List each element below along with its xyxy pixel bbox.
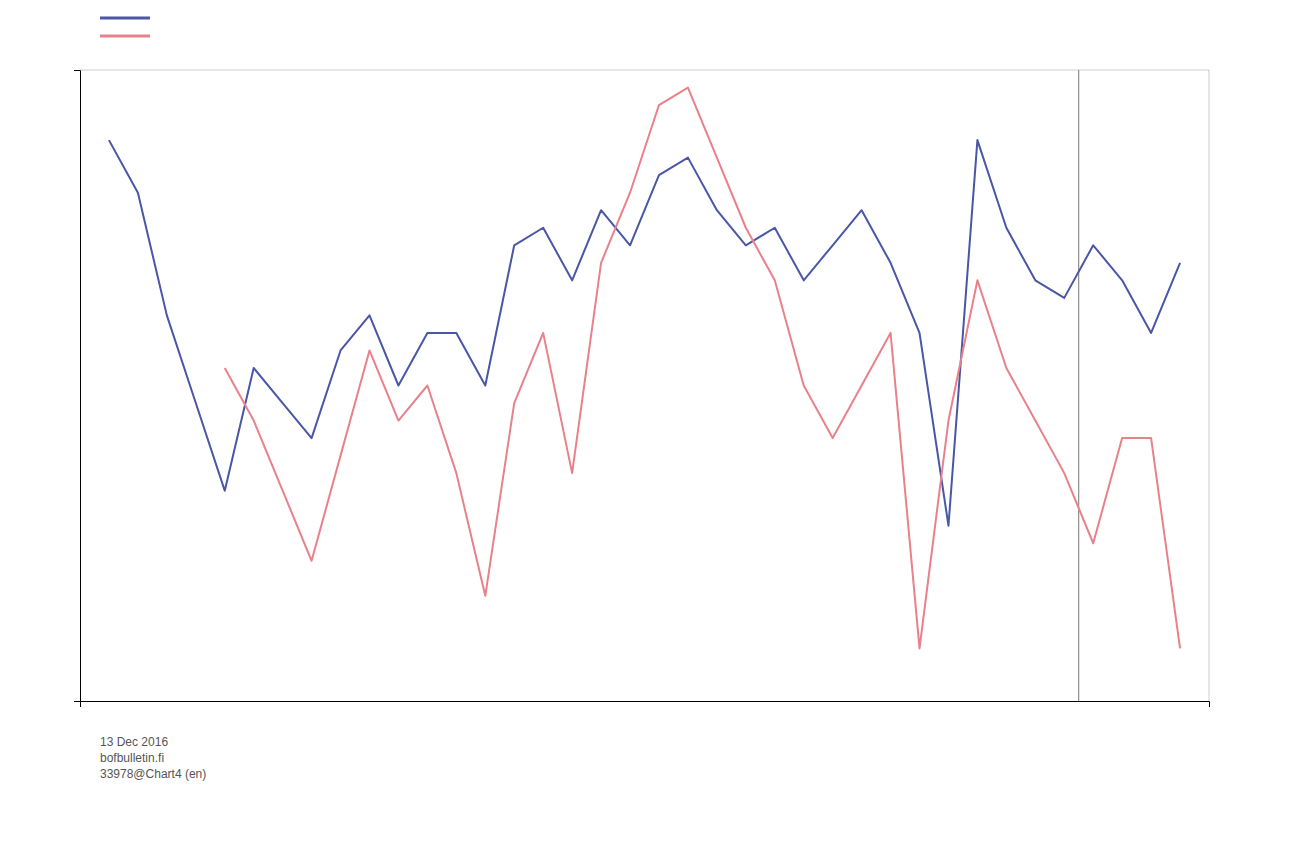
marks: [109, 70, 1180, 701]
legend-swatch: [100, 35, 150, 38]
axis-line: [74, 71, 81, 702]
footnote-line: 33978@Chart4 (en): [100, 767, 206, 781]
frame: [1209, 70, 1210, 701]
vertical-line: [1078, 70, 1079, 701]
footnote-line: 13 Dec 2016: [100, 735, 168, 749]
series-line: [109, 140, 1180, 526]
series-line: [225, 88, 1180, 649]
footnote: 13 Dec 2016 bofbulletin.fi 33978@Chart4 (e…: [100, 735, 206, 781]
footnote-line: bofbulletin.fi: [100, 751, 164, 765]
plot: [74, 70, 1210, 707]
legend-swatch: [100, 17, 150, 20]
axis-line: [81, 702, 1210, 708]
y-axis: [74, 71, 81, 702]
chart: 13 Dec 2016 bofbulletin.fi 33978@Chart4 (e…: [0, 0, 1289, 841]
x-axis: [81, 702, 1210, 708]
frame: [80, 70, 1209, 71]
legend: [100, 18, 150, 36]
